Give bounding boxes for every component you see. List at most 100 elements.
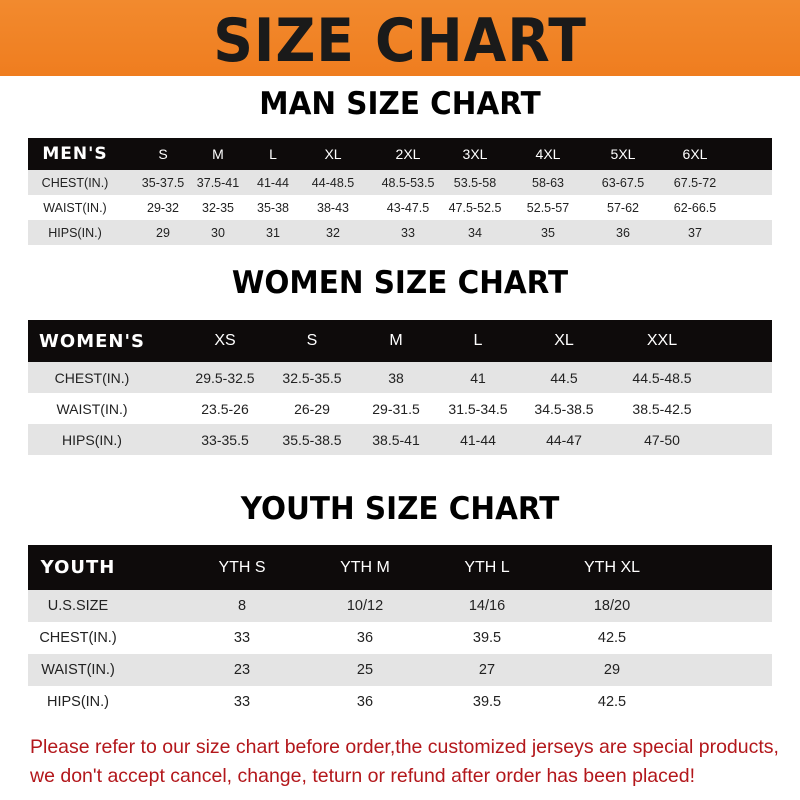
table-cell: 44-47 [546, 431, 582, 448]
table-row: HIPS(IN.) 33 36 39.5 42.5 [28, 686, 772, 718]
men-size-table: MEN'S S M L XL 2XL 3XL 4XL 5XL 6XL CHEST(IN.) 35-37… [28, 138, 772, 245]
table-cell: 34.5-38.5 [534, 400, 594, 417]
table-cell: 29 [156, 225, 170, 240]
table-cell: 41 [470, 369, 486, 386]
table-cell: 14/16 [468, 598, 506, 614]
table-cell: 32.5-35.5 [282, 369, 342, 386]
table-cell: 33 [233, 694, 251, 710]
table-row: HIPS(IN.) 33-35.5 35.5-38.5 38.5-41 41-44 44-… [28, 424, 772, 455]
table-corner-label: MEN'S [42, 144, 108, 164]
table-cell: 32 [326, 225, 340, 240]
measurement-label: CHEST(IN.) [41, 175, 109, 190]
size-header: XS [214, 332, 236, 349]
women-header-row: WOMEN'S XS S M L XL XXL [28, 320, 772, 362]
table-cell: 57-62 [607, 200, 639, 215]
measurement-label: CHEST(IN.) [39, 630, 117, 646]
measurement-label: WAIST(IN.) [41, 662, 115, 678]
table-cell: 35.5-38.5 [282, 431, 342, 448]
size-header: L [473, 332, 483, 349]
women-size-table: WOMEN'S XS S M L XL XXL CHEST(IN.) 29.5-32.5 32.5… [28, 320, 772, 455]
table-cell: 29-31.5 [372, 400, 420, 417]
table-cell: 47.5-52.5 [448, 200, 502, 215]
youth-size-table: YOUTH YTH S YTH M YTH L YTH XL U.S.SIZE 8 10/12… [28, 545, 772, 718]
table-cell: 63-67.5 [601, 175, 645, 190]
youth-section-title: YOUTH SIZE CHART [240, 491, 560, 527]
size-header: 4XL [535, 146, 561, 162]
table-cell: 18/20 [593, 598, 631, 614]
table-cell: 38.5-41 [372, 431, 420, 448]
table-cell: 31.5-34.5 [448, 400, 508, 417]
table-cell: 37.5-41 [196, 175, 240, 190]
table-row: U.S.SIZE 8 10/12 14/16 18/20 [28, 590, 772, 622]
table-cell: 52.5-57 [526, 200, 570, 215]
size-header: S [306, 332, 318, 349]
table-cell: 48.5-53.5 [381, 175, 435, 190]
size-header: YTH XL [583, 558, 641, 576]
table-cell: 35-38 [257, 200, 289, 215]
table-cell: 58-63 [532, 175, 564, 190]
table-cell: 33 [401, 225, 415, 240]
table-corner-label: YOUTH [40, 557, 116, 578]
table-cell: 47-50 [644, 431, 680, 448]
size-header: YTH M [340, 558, 390, 576]
size-header: 3XL [462, 146, 488, 162]
measurement-label: WAIST(IN.) [43, 200, 107, 215]
table-cell: 44-48.5 [311, 175, 355, 190]
table-cell: 42.5 [597, 694, 627, 710]
measurement-label: HIPS(IN.) [46, 694, 110, 710]
table-cell: 33-35.5 [201, 431, 249, 448]
table-cell: 43-47.5 [386, 200, 430, 215]
banner: SIZE CHART [0, 0, 800, 76]
size-header: L [269, 146, 277, 162]
table-cell: 26-29 [294, 400, 330, 417]
table-cell: 36 [616, 225, 630, 240]
measurement-label: WAIST(IN.) [56, 400, 128, 417]
table-cell: 33 [233, 630, 251, 646]
size-header: M [389, 332, 403, 349]
table-cell: 36 [356, 694, 374, 710]
table-cell: 10/12 [346, 598, 384, 614]
table-cell: 37 [688, 225, 702, 240]
table-cell: 23.5-26 [201, 400, 249, 417]
footer-notice-line-2: we don't accept cancel, change, teturn o… [30, 765, 695, 787]
table-cell: 38-43 [317, 200, 349, 215]
table-cell: 29.5-32.5 [195, 369, 255, 386]
women-section-title: WOMEN SIZE CHART [231, 265, 569, 301]
table-cell: 44.5 [550, 369, 578, 386]
table-cell: 38.5-42.5 [632, 400, 692, 417]
table-cell: 25 [356, 662, 374, 678]
table-cell: 35-37.5 [141, 175, 185, 190]
size-header: 6XL [682, 146, 708, 162]
measurement-label: CHEST(IN.) [54, 369, 130, 386]
table-corner-label: WOMEN'S [39, 330, 145, 352]
banner-title: SIZE CHART [213, 6, 587, 76]
table-row: HIPS(IN.) 29 30 31 32 33 34 35 36 37 [28, 220, 772, 245]
footer-notice-line-1: Please refer to our size chart before or… [30, 736, 779, 758]
table-row: CHEST(IN.) 35-37.5 37.5-41 41-44 44-48.5 48.5… [28, 170, 772, 195]
table-cell: 8 [237, 598, 247, 614]
table-cell: 38 [388, 369, 404, 386]
table-cell: 39.5 [472, 630, 502, 646]
men-section-title: MAN SIZE CHART [259, 86, 541, 122]
size-header: 2XL [395, 146, 421, 162]
table-row: WAIST(IN.) 29-32 32-35 35-38 38-43 43-47.5 47.… [28, 195, 772, 220]
measurement-label: HIPS(IN.) [62, 431, 122, 448]
table-cell: 32-35 [202, 200, 234, 215]
table-cell: 36 [356, 630, 374, 646]
table-cell: 27 [478, 662, 496, 678]
table-cell: 62-66.5 [673, 200, 717, 215]
table-cell: 42.5 [597, 630, 627, 646]
size-header: XL [324, 146, 342, 162]
table-cell: 31 [266, 225, 280, 240]
size-header: XXL [646, 332, 678, 349]
table-cell: 67.5-72 [673, 175, 717, 190]
table-cell: 29 [603, 662, 621, 678]
table-row: WAIST(IN.) 23 25 27 29 [28, 654, 772, 686]
size-header: YTH S [218, 558, 266, 576]
table-cell: 23 [233, 662, 251, 678]
table-cell: 39.5 [472, 694, 502, 710]
size-header: YTH L [464, 558, 510, 576]
measurement-label: U.S.SIZE [47, 598, 109, 614]
size-header: XL [554, 332, 574, 349]
table-row: CHEST(IN.) 29.5-32.5 32.5-35.5 38 41 44.5 44.5… [28, 362, 772, 393]
